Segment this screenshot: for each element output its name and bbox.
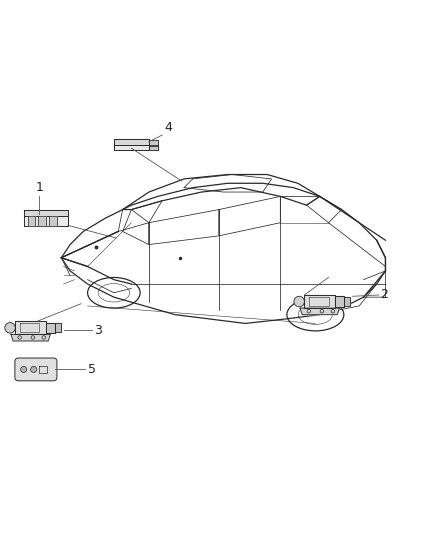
Polygon shape — [38, 216, 46, 226]
Polygon shape — [55, 324, 61, 332]
Text: 4: 4 — [164, 121, 172, 134]
Circle shape — [31, 366, 37, 373]
Polygon shape — [344, 297, 350, 306]
Polygon shape — [24, 209, 68, 216]
Polygon shape — [335, 296, 344, 307]
Circle shape — [5, 322, 15, 333]
Polygon shape — [300, 308, 339, 314]
Text: 5: 5 — [88, 363, 95, 376]
Polygon shape — [28, 216, 35, 226]
Polygon shape — [49, 216, 57, 226]
Polygon shape — [114, 145, 149, 150]
Polygon shape — [149, 145, 158, 150]
Polygon shape — [24, 216, 68, 226]
Polygon shape — [304, 295, 335, 308]
Circle shape — [294, 296, 304, 307]
Circle shape — [21, 366, 27, 373]
Polygon shape — [46, 322, 55, 333]
Text: 1: 1 — [35, 181, 43, 194]
Text: 2: 2 — [380, 288, 388, 302]
Polygon shape — [15, 321, 46, 334]
Polygon shape — [114, 140, 149, 145]
Text: 3: 3 — [94, 324, 102, 336]
Polygon shape — [11, 334, 50, 341]
Polygon shape — [149, 140, 158, 146]
FancyBboxPatch shape — [15, 358, 57, 381]
